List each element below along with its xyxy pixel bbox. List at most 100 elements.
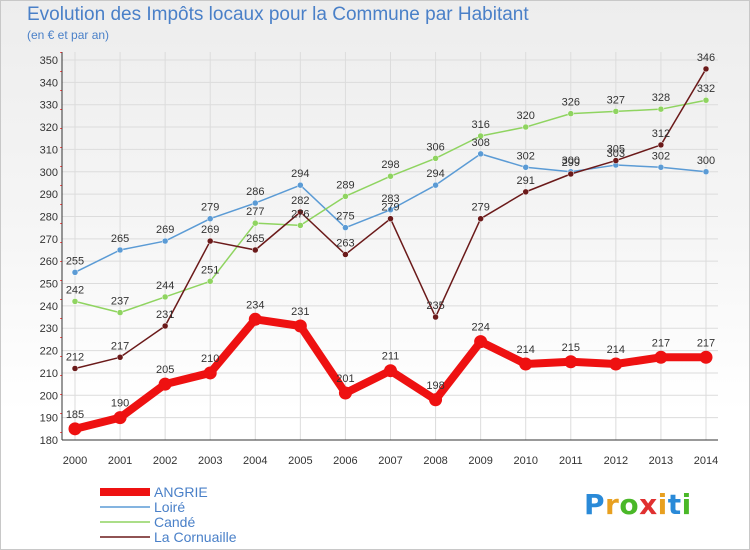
data-label: 289	[336, 179, 354, 191]
data-point	[387, 206, 394, 214]
x-tick-label: 2013	[649, 455, 673, 467]
x-tick-label: 2009	[468, 455, 492, 467]
data-point	[429, 393, 443, 407]
data-label: 277	[246, 206, 264, 218]
legend-label: La Cornuaille	[154, 529, 237, 545]
legend-label: Loiré	[154, 499, 185, 515]
data-point	[384, 364, 397, 378]
data-label: 265	[111, 233, 129, 245]
data-point	[474, 335, 488, 349]
data-label: 300	[562, 155, 580, 167]
data-point	[342, 251, 349, 258]
data-label: 299	[562, 157, 580, 169]
data-label: 305	[607, 144, 625, 156]
data-point	[522, 164, 529, 171]
data-label: 269	[156, 224, 174, 236]
chart-title: Evolution des Impôts locaux pour la Comm…	[27, 4, 529, 25]
data-label: 326	[562, 97, 580, 109]
data-label: 302	[517, 150, 535, 162]
data-point	[609, 357, 623, 371]
data-point	[477, 132, 484, 140]
data-point	[387, 172, 394, 180]
data-label: 269	[201, 224, 219, 236]
y-tick-label: 340	[40, 77, 58, 89]
data-label: 201	[336, 373, 354, 385]
data-point	[252, 246, 259, 254]
data-point	[564, 355, 578, 369]
x-tick-label: 2001	[108, 455, 132, 467]
data-point	[297, 208, 304, 216]
data-point	[248, 312, 262, 326]
y-tick-label: 190	[40, 413, 58, 425]
data-point	[68, 422, 82, 436]
x-tick-label: 2003	[198, 455, 222, 467]
y-tick-label: 290	[40, 189, 58, 201]
data-label: 198	[426, 380, 444, 392]
data-label: 231	[156, 309, 174, 321]
data-point	[206, 237, 214, 245]
data-label: 234	[246, 299, 264, 311]
data-label: 263	[336, 237, 354, 249]
data-label: 217	[697, 337, 715, 349]
data-label: 279	[201, 202, 219, 214]
data-label: 217	[111, 340, 129, 352]
data-label: 283	[381, 193, 399, 205]
data-label: 300	[697, 155, 715, 167]
data-label: 237	[111, 296, 129, 308]
data-label: 279	[471, 202, 489, 214]
data-label: 215	[562, 342, 580, 354]
data-label: 217	[652, 337, 670, 349]
x-tick-label: 2014	[694, 455, 718, 467]
y-tick-label: 280	[40, 211, 58, 223]
y-tick-label: 260	[40, 256, 58, 268]
data-point	[116, 246, 124, 254]
data-label: 242	[66, 284, 84, 296]
data-label: 276	[291, 208, 309, 220]
data-point	[567, 170, 575, 178]
data-point	[338, 386, 352, 400]
y-tick-label: 330	[40, 100, 58, 112]
data-point	[342, 224, 349, 231]
x-tick-label: 2012	[604, 455, 628, 467]
y-tick-label: 230	[40, 323, 58, 335]
data-point	[477, 150, 484, 158]
data-point	[71, 298, 79, 305]
x-tick-label: 2008	[423, 455, 447, 467]
data-label: 291	[517, 175, 535, 187]
data-point	[206, 278, 214, 285]
x-tick-label: 2005	[288, 455, 312, 467]
data-point	[519, 357, 533, 371]
data-label: 212	[66, 351, 84, 363]
data-label: 306	[426, 141, 444, 153]
data-point	[387, 215, 394, 222]
data-point	[612, 108, 620, 115]
data-label: 282	[291, 195, 309, 207]
data-point	[203, 366, 217, 380]
data-label: 275	[336, 211, 354, 223]
y-tick-label: 350	[40, 55, 58, 67]
data-label: 327	[607, 94, 625, 106]
data-point	[522, 188, 529, 196]
y-tick-label: 220	[40, 346, 58, 358]
data-point	[161, 293, 169, 301]
y-tick-label: 310	[40, 144, 58, 156]
data-label: 303	[607, 148, 625, 160]
data-label: 312	[652, 128, 670, 140]
data-label: 332	[697, 83, 715, 95]
y-tick-label: 180	[40, 435, 58, 447]
data-point	[702, 168, 710, 176]
data-label: 316	[471, 119, 489, 131]
data-label: 244	[156, 280, 174, 292]
proxiti-logo: Proxiti	[584, 488, 692, 521]
data-label: 346	[697, 52, 715, 64]
data-point	[158, 377, 172, 391]
x-tick-label: 2000	[63, 455, 87, 467]
data-label: 214	[517, 344, 535, 356]
data-point	[657, 141, 665, 149]
data-point	[702, 65, 710, 73]
data-label: 251	[201, 264, 219, 276]
data-label: 210	[201, 353, 219, 365]
data-point	[612, 157, 620, 164]
